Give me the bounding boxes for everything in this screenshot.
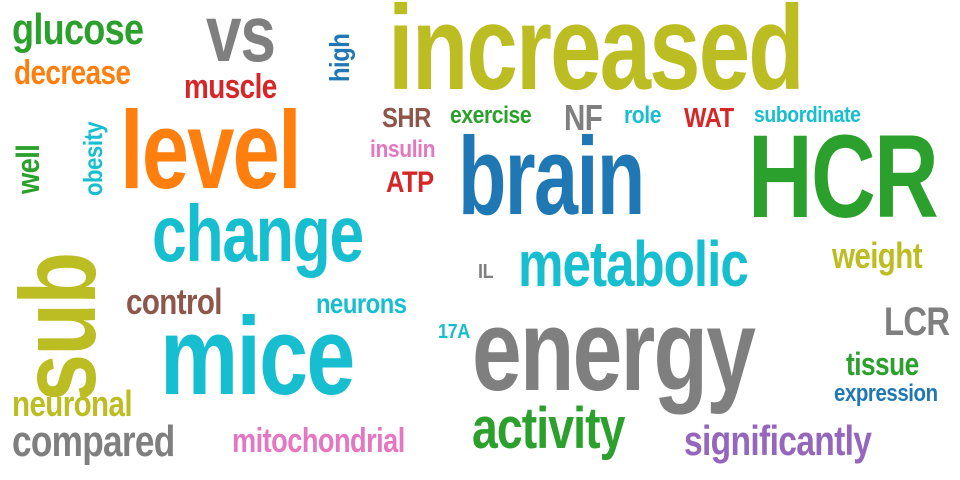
word-sub: sub xyxy=(0,253,118,402)
word-neuronal: neuronal xyxy=(12,383,133,424)
word-lcr: LCR xyxy=(884,300,950,344)
word-significantly: significantly xyxy=(684,417,872,464)
word-subordinate: subordinate xyxy=(754,102,861,127)
word-shr: SHR xyxy=(382,102,431,133)
word-decrease: decrease xyxy=(14,54,131,92)
word-mice: mice xyxy=(160,295,355,418)
word-change: change xyxy=(152,189,364,278)
word-high: high xyxy=(324,33,355,82)
word-glucose: glucose xyxy=(12,5,144,54)
word-expression: expression xyxy=(834,380,938,407)
word-wat: WAT xyxy=(684,102,734,133)
word-il: IL xyxy=(478,261,494,283)
word-well: well xyxy=(10,144,46,194)
word-metabolic: metabolic xyxy=(518,228,749,300)
word-vs: vs xyxy=(206,0,276,78)
word-exercise: exercise xyxy=(450,102,532,129)
word-role: role xyxy=(624,102,662,129)
word-compared: compared xyxy=(12,417,175,466)
word-insulin: insulin xyxy=(370,136,436,163)
word-atp: ATP xyxy=(386,166,434,199)
word-weight: weight xyxy=(832,235,923,276)
word-increased: increased xyxy=(388,0,805,115)
word-control: control xyxy=(126,281,222,322)
word-17a: 17A xyxy=(438,321,470,343)
word-neurons: neurons xyxy=(316,288,407,319)
word-tissue: tissue xyxy=(846,346,919,382)
word-energy: energy xyxy=(472,285,756,415)
word-obesity: obesity xyxy=(78,121,108,196)
word-muscle: muscle xyxy=(184,68,277,106)
word-mitochondrial: mitochondrial xyxy=(232,422,405,460)
word-level: level xyxy=(120,89,302,212)
word-hcr: HCR xyxy=(748,111,939,243)
word-activity: activity xyxy=(472,396,625,461)
word-brain: brain xyxy=(458,115,645,238)
word-nf: NF xyxy=(564,97,603,138)
